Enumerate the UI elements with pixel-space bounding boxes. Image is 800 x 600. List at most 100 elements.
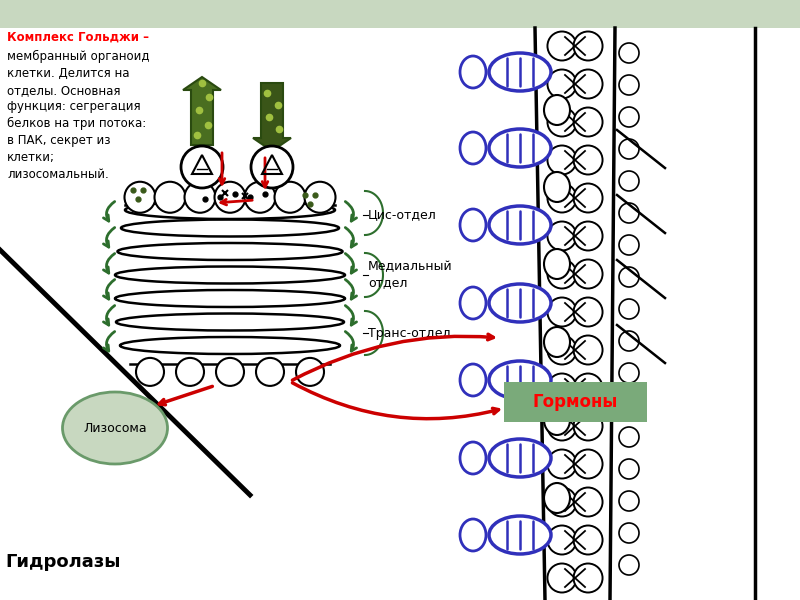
Text: Лизосома: Лизосома [83, 421, 147, 434]
FancyBboxPatch shape [504, 382, 647, 422]
Ellipse shape [460, 209, 486, 241]
Circle shape [574, 107, 602, 136]
Circle shape [619, 171, 639, 191]
Ellipse shape [120, 337, 340, 354]
Circle shape [547, 563, 577, 593]
Circle shape [574, 487, 602, 517]
Circle shape [619, 203, 639, 223]
Circle shape [245, 182, 275, 213]
Circle shape [125, 182, 155, 213]
Circle shape [251, 146, 293, 188]
Circle shape [547, 259, 577, 289]
Circle shape [274, 182, 306, 213]
Circle shape [154, 182, 186, 213]
Circle shape [619, 107, 639, 127]
Circle shape [574, 221, 602, 251]
Text: мембранный органоид
клетки. Делится на
отделы. Основная
функция: сегрегация
белк: мембранный органоид клетки. Делится на о… [7, 50, 150, 181]
Ellipse shape [544, 483, 570, 513]
Text: Комплекс Гольджи –: Комплекс Гольджи – [7, 31, 149, 44]
Circle shape [216, 358, 244, 386]
Circle shape [185, 182, 215, 213]
Circle shape [574, 373, 602, 403]
Ellipse shape [544, 172, 570, 202]
Circle shape [619, 331, 639, 351]
Circle shape [547, 31, 577, 61]
Ellipse shape [116, 313, 344, 331]
Text: Медиальный
отдел: Медиальный отдел [368, 260, 453, 289]
Ellipse shape [121, 220, 339, 236]
Circle shape [181, 146, 223, 188]
Ellipse shape [544, 95, 570, 125]
Ellipse shape [460, 132, 486, 164]
Ellipse shape [115, 266, 345, 283]
Circle shape [547, 70, 577, 98]
Circle shape [305, 182, 335, 213]
Ellipse shape [62, 392, 167, 464]
Ellipse shape [489, 439, 551, 477]
Circle shape [296, 358, 324, 386]
Text: Гормоны: Гормоны [532, 393, 618, 411]
Ellipse shape [489, 206, 551, 244]
Ellipse shape [115, 290, 345, 307]
FancyArrow shape [253, 83, 291, 151]
Circle shape [547, 487, 577, 517]
Circle shape [574, 449, 602, 479]
Circle shape [574, 526, 602, 554]
Circle shape [574, 31, 602, 61]
Ellipse shape [489, 284, 551, 322]
Circle shape [574, 335, 602, 364]
Ellipse shape [460, 519, 486, 551]
Text: Цис-отдел: Цис-отдел [368, 208, 437, 221]
Circle shape [574, 146, 602, 175]
Ellipse shape [460, 56, 486, 88]
Circle shape [619, 395, 639, 415]
Circle shape [574, 563, 602, 593]
Circle shape [547, 335, 577, 364]
Circle shape [547, 184, 577, 212]
Ellipse shape [544, 327, 570, 357]
Ellipse shape [489, 516, 551, 554]
Ellipse shape [460, 442, 486, 474]
Circle shape [574, 184, 602, 212]
Circle shape [619, 299, 639, 319]
Circle shape [574, 259, 602, 289]
Circle shape [547, 221, 577, 251]
Circle shape [136, 358, 164, 386]
FancyBboxPatch shape [0, 0, 800, 28]
Circle shape [619, 555, 639, 575]
Circle shape [619, 75, 639, 95]
Circle shape [619, 139, 639, 159]
Circle shape [619, 523, 639, 543]
Circle shape [547, 449, 577, 479]
FancyArrow shape [183, 77, 221, 145]
Text: Гидролазы: Гидролазы [5, 553, 121, 571]
Circle shape [214, 182, 246, 213]
Ellipse shape [460, 287, 486, 319]
Circle shape [574, 412, 602, 440]
Ellipse shape [460, 364, 486, 396]
Circle shape [619, 491, 639, 511]
Circle shape [619, 235, 639, 255]
Circle shape [547, 107, 577, 136]
Circle shape [619, 459, 639, 479]
Circle shape [547, 412, 577, 440]
Circle shape [547, 373, 577, 403]
Ellipse shape [544, 405, 570, 435]
Circle shape [619, 363, 639, 383]
Circle shape [619, 427, 639, 447]
Ellipse shape [489, 361, 551, 399]
Circle shape [547, 526, 577, 554]
Ellipse shape [125, 201, 335, 219]
Circle shape [176, 358, 204, 386]
Ellipse shape [489, 53, 551, 91]
Ellipse shape [489, 129, 551, 167]
Circle shape [619, 43, 639, 63]
Circle shape [574, 70, 602, 98]
Text: Транс-отдел: Транс-отдел [368, 326, 450, 340]
Ellipse shape [118, 243, 342, 260]
Circle shape [619, 267, 639, 287]
Ellipse shape [544, 249, 570, 279]
Circle shape [547, 146, 577, 175]
Circle shape [256, 358, 284, 386]
Circle shape [574, 298, 602, 326]
